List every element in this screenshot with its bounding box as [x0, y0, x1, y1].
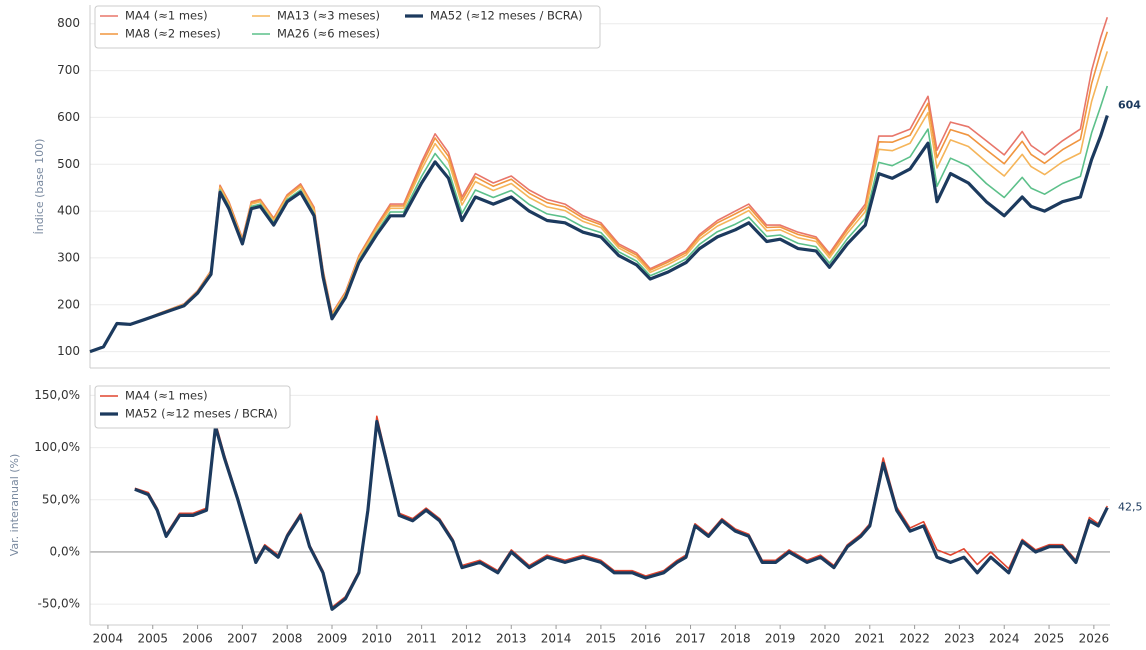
x-tick-label: 2019 — [765, 632, 796, 646]
end-label: 604 — [1118, 99, 1141, 112]
x-tick-label: 2011 — [406, 632, 437, 646]
x-tick-label: 2013 — [496, 632, 527, 646]
y-tick-label: 400 — [57, 204, 80, 218]
legend-label: MA52 (≈12 meses / BCRA) — [430, 9, 583, 23]
legend-box — [94, 385, 291, 429]
series-line — [89, 85, 1109, 353]
y-tick-label: 100 — [57, 344, 80, 358]
x-tick-label: 2018 — [720, 632, 751, 646]
x-tick-label: 2012 — [451, 632, 482, 646]
y-tick-label: -50,0% — [38, 597, 80, 611]
legend: MA4 (≈1 mes) MA8 (≈2 meses) MA13 (≈3 meses… — [94, 5, 601, 49]
x-tick-label: 2026 — [1079, 632, 1110, 646]
series-line — [89, 51, 1109, 353]
series-line — [89, 31, 1109, 353]
end-label: 42,5 — [1118, 501, 1143, 514]
y-tick-label: 800 — [57, 16, 80, 30]
legend-label: MA13 (≈3 meses) — [277, 9, 380, 23]
y-tick-label: 300 — [57, 250, 80, 264]
legend-label: MA52 (≈12 meses / BCRA) — [125, 407, 278, 421]
y-tick-label: 50,0% — [42, 492, 80, 506]
series-line — [134, 415, 1109, 609]
x-tick-label: 2024 — [989, 632, 1020, 646]
series-line — [89, 16, 1109, 353]
x-tick-label: 2021 — [855, 632, 886, 646]
legend-box — [94, 5, 601, 49]
legend-label: MA4 (≈1 mes) — [125, 9, 208, 23]
y-tick-label: 0,0% — [50, 544, 81, 558]
x-tick-label: 2007 — [227, 632, 258, 646]
x-tick-label: 2016 — [630, 632, 661, 646]
x-tick-label: 2004 — [93, 632, 124, 646]
y-tick-label: 200 — [57, 297, 80, 311]
y-tick-label: 700 — [57, 63, 80, 77]
x-tick-label: 2025 — [1034, 632, 1065, 646]
x-tick-label: 2023 — [944, 632, 975, 646]
y-tick-label: 500 — [57, 157, 80, 171]
y-axis-label: Índice (base 100) — [33, 139, 46, 235]
y-axis-label: Var. interanual (%) — [8, 454, 21, 557]
x-tick-label: 2009 — [317, 632, 348, 646]
x-tick-label: 2005 — [137, 632, 168, 646]
legend: MA4 (≈1 mes) MA52 (≈12 meses / BCRA) — [94, 385, 291, 429]
legend-label: MA8 (≈2 meses) — [125, 27, 221, 41]
x-tick-label: 2017 — [675, 632, 706, 646]
y-tick-label: 100,0% — [34, 440, 80, 454]
x-tick-label: 2008 — [272, 632, 303, 646]
legend-label: MA4 (≈1 mes) — [125, 389, 208, 403]
x-tick-label: 2022 — [899, 632, 930, 646]
x-tick-label: 2020 — [810, 632, 841, 646]
x-tick-label: 2010 — [362, 632, 393, 646]
y-tick-label: 600 — [57, 110, 80, 124]
y-tick-label: 150,0% — [34, 388, 80, 402]
x-tick-label: 2015 — [586, 632, 617, 646]
series-line — [89, 115, 1109, 354]
x-tick-label: 2006 — [182, 632, 213, 646]
x-tick-label: 2014 — [541, 632, 572, 646]
series-line — [134, 419, 1109, 611]
legend-label: MA26 (≈6 meses) — [277, 27, 380, 41]
